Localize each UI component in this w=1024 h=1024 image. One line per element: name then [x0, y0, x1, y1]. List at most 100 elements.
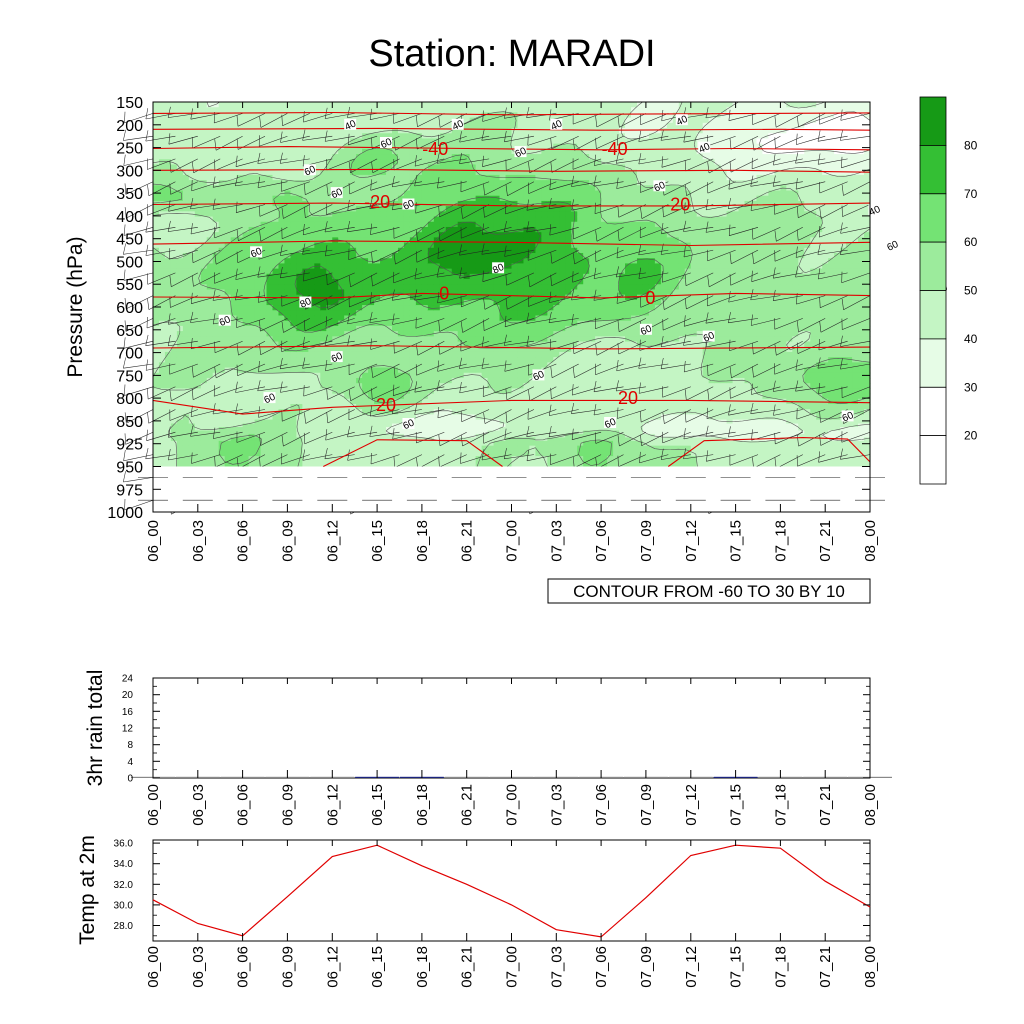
rh-cell	[350, 320, 357, 327]
rh-cell	[158, 430, 166, 435]
rh-cell	[248, 237, 256, 244]
rh-cell	[421, 242, 429, 249]
rh-cell	[224, 279, 232, 285]
rh-cell	[266, 159, 274, 166]
rh-cell	[523, 362, 531, 369]
rh-cell	[224, 164, 232, 171]
rh-cell	[559, 174, 566, 181]
rh-cell	[176, 154, 184, 160]
rh-cell	[409, 112, 417, 119]
rh-cell	[194, 107, 202, 114]
rh-cell	[463, 258, 471, 265]
rh-cell	[374, 409, 381, 416]
rh-cell	[392, 357, 399, 363]
rh-cell	[344, 258, 351, 265]
rh-cell	[218, 122, 226, 129]
rh-cell	[535, 445, 542, 457]
rh-cell	[445, 117, 453, 124]
rh-cell	[344, 247, 351, 254]
rh-cell	[481, 383, 489, 389]
rh-cell	[487, 433, 495, 439]
rh-cell	[445, 206, 453, 212]
rh-cell	[236, 107, 244, 114]
rh-cell	[170, 122, 178, 129]
rh-cell	[212, 398, 220, 405]
rh-cell	[523, 247, 531, 254]
rh-cell	[194, 273, 202, 280]
rh-cell	[350, 190, 357, 197]
rh-cell	[350, 414, 357, 421]
rh-cell	[529, 185, 536, 192]
rh-cell	[176, 263, 184, 270]
rh-cell	[344, 279, 351, 285]
rh-cell	[212, 430, 220, 435]
rh-cell	[397, 284, 405, 291]
rh-cell	[493, 107, 501, 114]
rh-cell	[308, 377, 315, 384]
rh-cell	[158, 195, 166, 202]
rh-cell	[314, 426, 321, 432]
rh-cell	[475, 226, 483, 233]
rh-cell	[188, 242, 196, 249]
rh-cell	[392, 383, 399, 389]
rh-cell	[338, 377, 345, 384]
rh-cell	[403, 393, 411, 400]
rh-cell	[397, 107, 405, 114]
rh-cell	[302, 315, 309, 322]
rh-cell	[487, 232, 495, 238]
rh-cell	[356, 232, 363, 238]
rh-cell	[553, 247, 560, 254]
rh-cell	[212, 211, 220, 218]
rh-cell	[272, 117, 280, 124]
rh-cell	[206, 102, 214, 108]
rh-cell	[439, 216, 447, 223]
rh-cell	[481, 351, 489, 358]
rh-cell	[386, 232, 393, 238]
rh-cell	[392, 268, 399, 275]
rh-cell	[176, 383, 184, 389]
rh-cell	[380, 377, 387, 384]
rh-cell	[188, 357, 196, 363]
rh-cell	[296, 154, 303, 160]
rh-cell	[176, 148, 184, 155]
rh-cell	[248, 279, 256, 285]
rh-cell	[218, 430, 226, 435]
rh-cell	[481, 341, 489, 348]
rh-cell	[505, 117, 513, 124]
rh-cell	[332, 253, 339, 259]
rh-cell	[427, 237, 435, 244]
rh-cell	[170, 263, 178, 270]
rh-cell	[176, 107, 184, 114]
rh-cell	[403, 180, 411, 186]
rh-cell	[284, 190, 292, 197]
rh-cell	[475, 247, 483, 254]
rh-cell	[386, 372, 393, 379]
rh-cell	[212, 289, 220, 296]
rh-cell	[248, 133, 256, 140]
rh-cell	[463, 221, 471, 228]
rh-cell	[332, 433, 339, 439]
rh-cell	[368, 112, 375, 119]
rh-cell	[278, 367, 286, 374]
rh-cell	[499, 128, 507, 134]
rh-cell	[541, 122, 548, 129]
rh-cell	[374, 154, 381, 160]
rh-cell	[463, 372, 471, 379]
rh-cell	[176, 164, 184, 171]
rh-cell	[356, 117, 363, 124]
rh-cell	[559, 315, 566, 322]
rh-cell	[469, 383, 477, 389]
rh-cell	[194, 279, 202, 285]
rh-cell	[421, 143, 429, 150]
rh-cell	[153, 138, 160, 145]
rh-cell	[553, 159, 560, 166]
rh-cell	[457, 414, 465, 421]
rh-cell	[463, 383, 471, 389]
rh-cell	[218, 377, 226, 384]
rh-cell	[427, 221, 435, 228]
rh-cell	[224, 383, 232, 389]
rh-cell	[481, 117, 489, 124]
rh-cell	[571, 164, 578, 171]
rh-cell	[242, 117, 250, 124]
rh-cell	[374, 174, 381, 181]
